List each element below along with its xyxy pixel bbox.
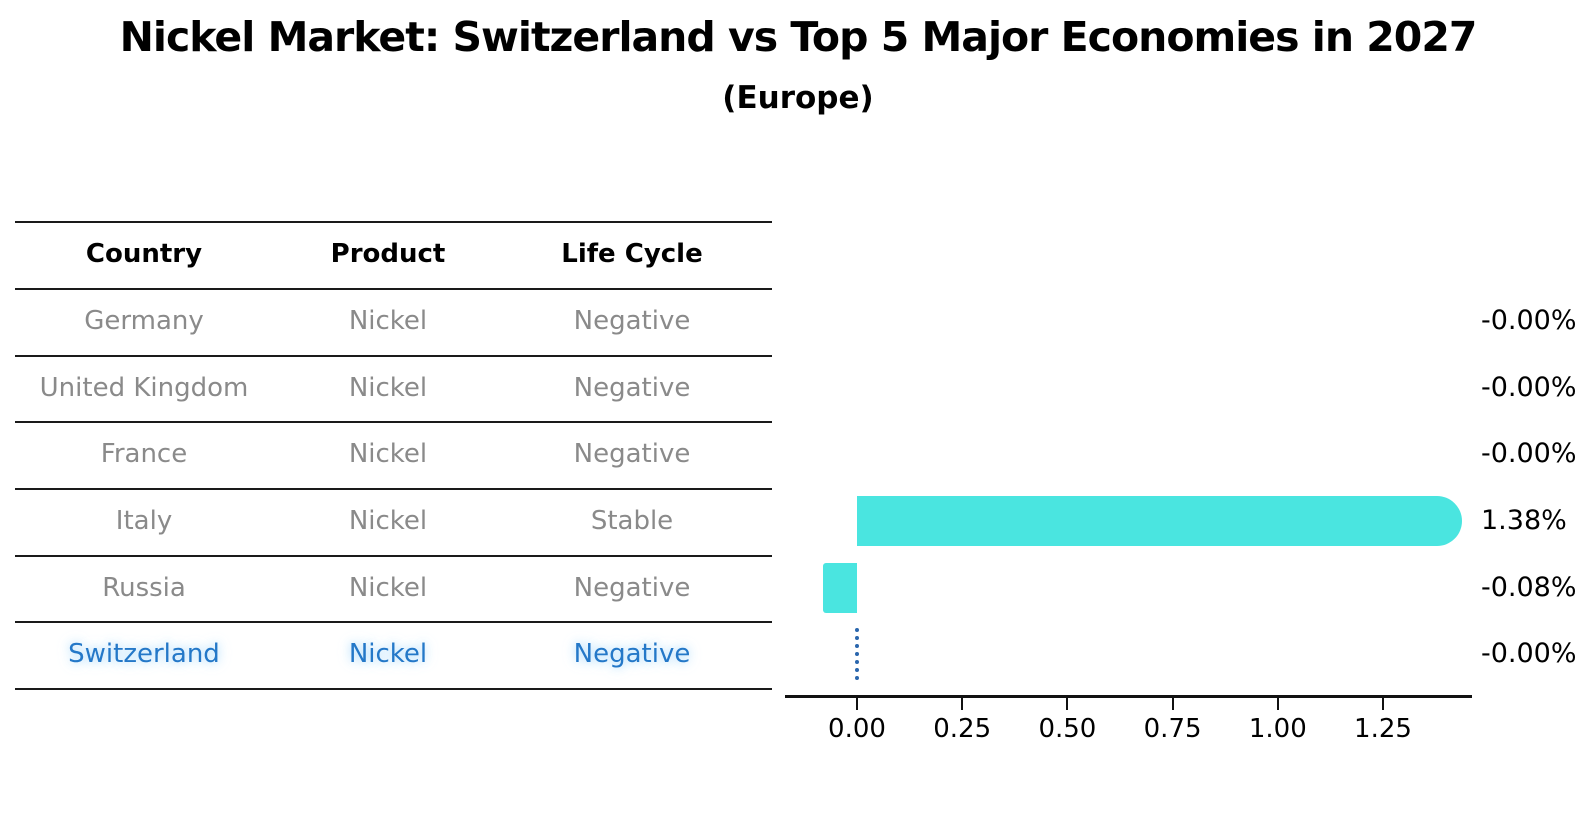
table-rule <box>15 355 772 357</box>
chart-subtitle: (Europe) <box>722 80 874 116</box>
cell-product: Nickel <box>348 506 428 536</box>
bar-russia <box>823 563 857 613</box>
value-label-germany: -0.00% <box>1481 305 1577 336</box>
x-axis-tick-label: 1.00 <box>1248 714 1307 744</box>
x-axis-tick <box>1171 698 1174 710</box>
value-label-united-kingdom: -0.00% <box>1481 372 1577 403</box>
x-axis-tick <box>1382 698 1384 710</box>
cell-country: Russia <box>102 573 186 603</box>
value-label-switzerland: -0.00% <box>1481 638 1577 669</box>
cell-lifecycle: Negative <box>573 373 691 403</box>
cell-lifecycle: Negative <box>573 306 691 336</box>
chart-title: Nickel Market: Switzerland vs Top 5 Majo… <box>119 13 1478 61</box>
x-axis-tick-label: 1.25 <box>1354 714 1412 744</box>
table-rule <box>15 221 772 223</box>
cell-product: Nickel <box>348 639 428 669</box>
table-rule <box>15 688 772 690</box>
table-rule <box>15 288 772 290</box>
x-axis-tick <box>1276 698 1279 710</box>
x-axis-tick-label: 0.50 <box>1038 714 1097 744</box>
x-axis-tick <box>961 698 964 710</box>
table-header-lifecycle: Life Cycle <box>561 239 703 269</box>
x-axis-line <box>785 695 1472 698</box>
cell-country: Germany <box>84 306 204 336</box>
table-rule <box>15 555 772 557</box>
x-axis-tick <box>1066 698 1069 710</box>
x-axis-tick <box>856 698 858 710</box>
cell-country: United Kingdom <box>39 373 249 403</box>
table-rule <box>15 488 772 490</box>
value-label-italy: 1.38% <box>1481 505 1567 536</box>
bar-italy <box>857 496 1462 546</box>
x-axis-tick-label: 0.00 <box>828 714 886 744</box>
value-label-france: -0.00% <box>1481 438 1577 469</box>
cell-lifecycle: Negative <box>573 439 691 469</box>
highlight-zero-marker <box>855 628 859 680</box>
value-label-russia: -0.08% <box>1481 572 1577 603</box>
cell-product: Nickel <box>348 306 428 336</box>
cell-product: Nickel <box>348 573 428 603</box>
table-rule <box>15 621 772 623</box>
x-axis-tick-label: 0.25 <box>933 714 992 744</box>
cell-lifecycle: Stable <box>590 506 674 536</box>
cell-product: Nickel <box>348 373 428 403</box>
table-rule <box>15 421 772 423</box>
cell-product: Nickel <box>348 439 428 469</box>
cell-lifecycle: Negative <box>573 639 691 669</box>
cell-country: Italy <box>115 506 173 536</box>
cell-country: France <box>100 439 188 469</box>
cell-lifecycle: Negative <box>573 573 691 603</box>
cell-country: Switzerland <box>68 639 220 669</box>
table-header-country: Country <box>85 239 203 269</box>
table-header-product: Product <box>330 239 446 269</box>
x-axis-tick-label: 0.75 <box>1143 714 1202 744</box>
